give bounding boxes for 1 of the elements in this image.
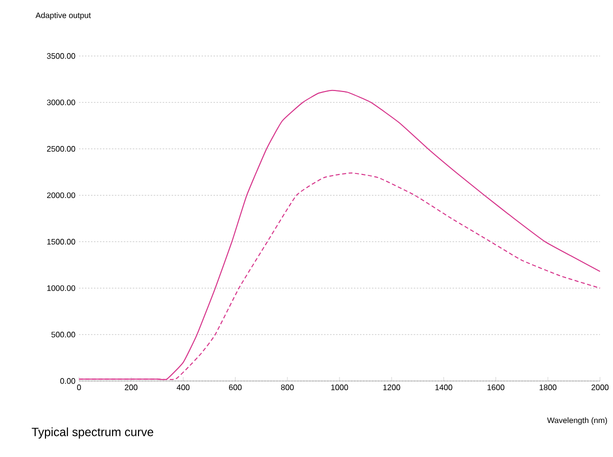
text: Typical spectrum curve (32, 427, 154, 439)
